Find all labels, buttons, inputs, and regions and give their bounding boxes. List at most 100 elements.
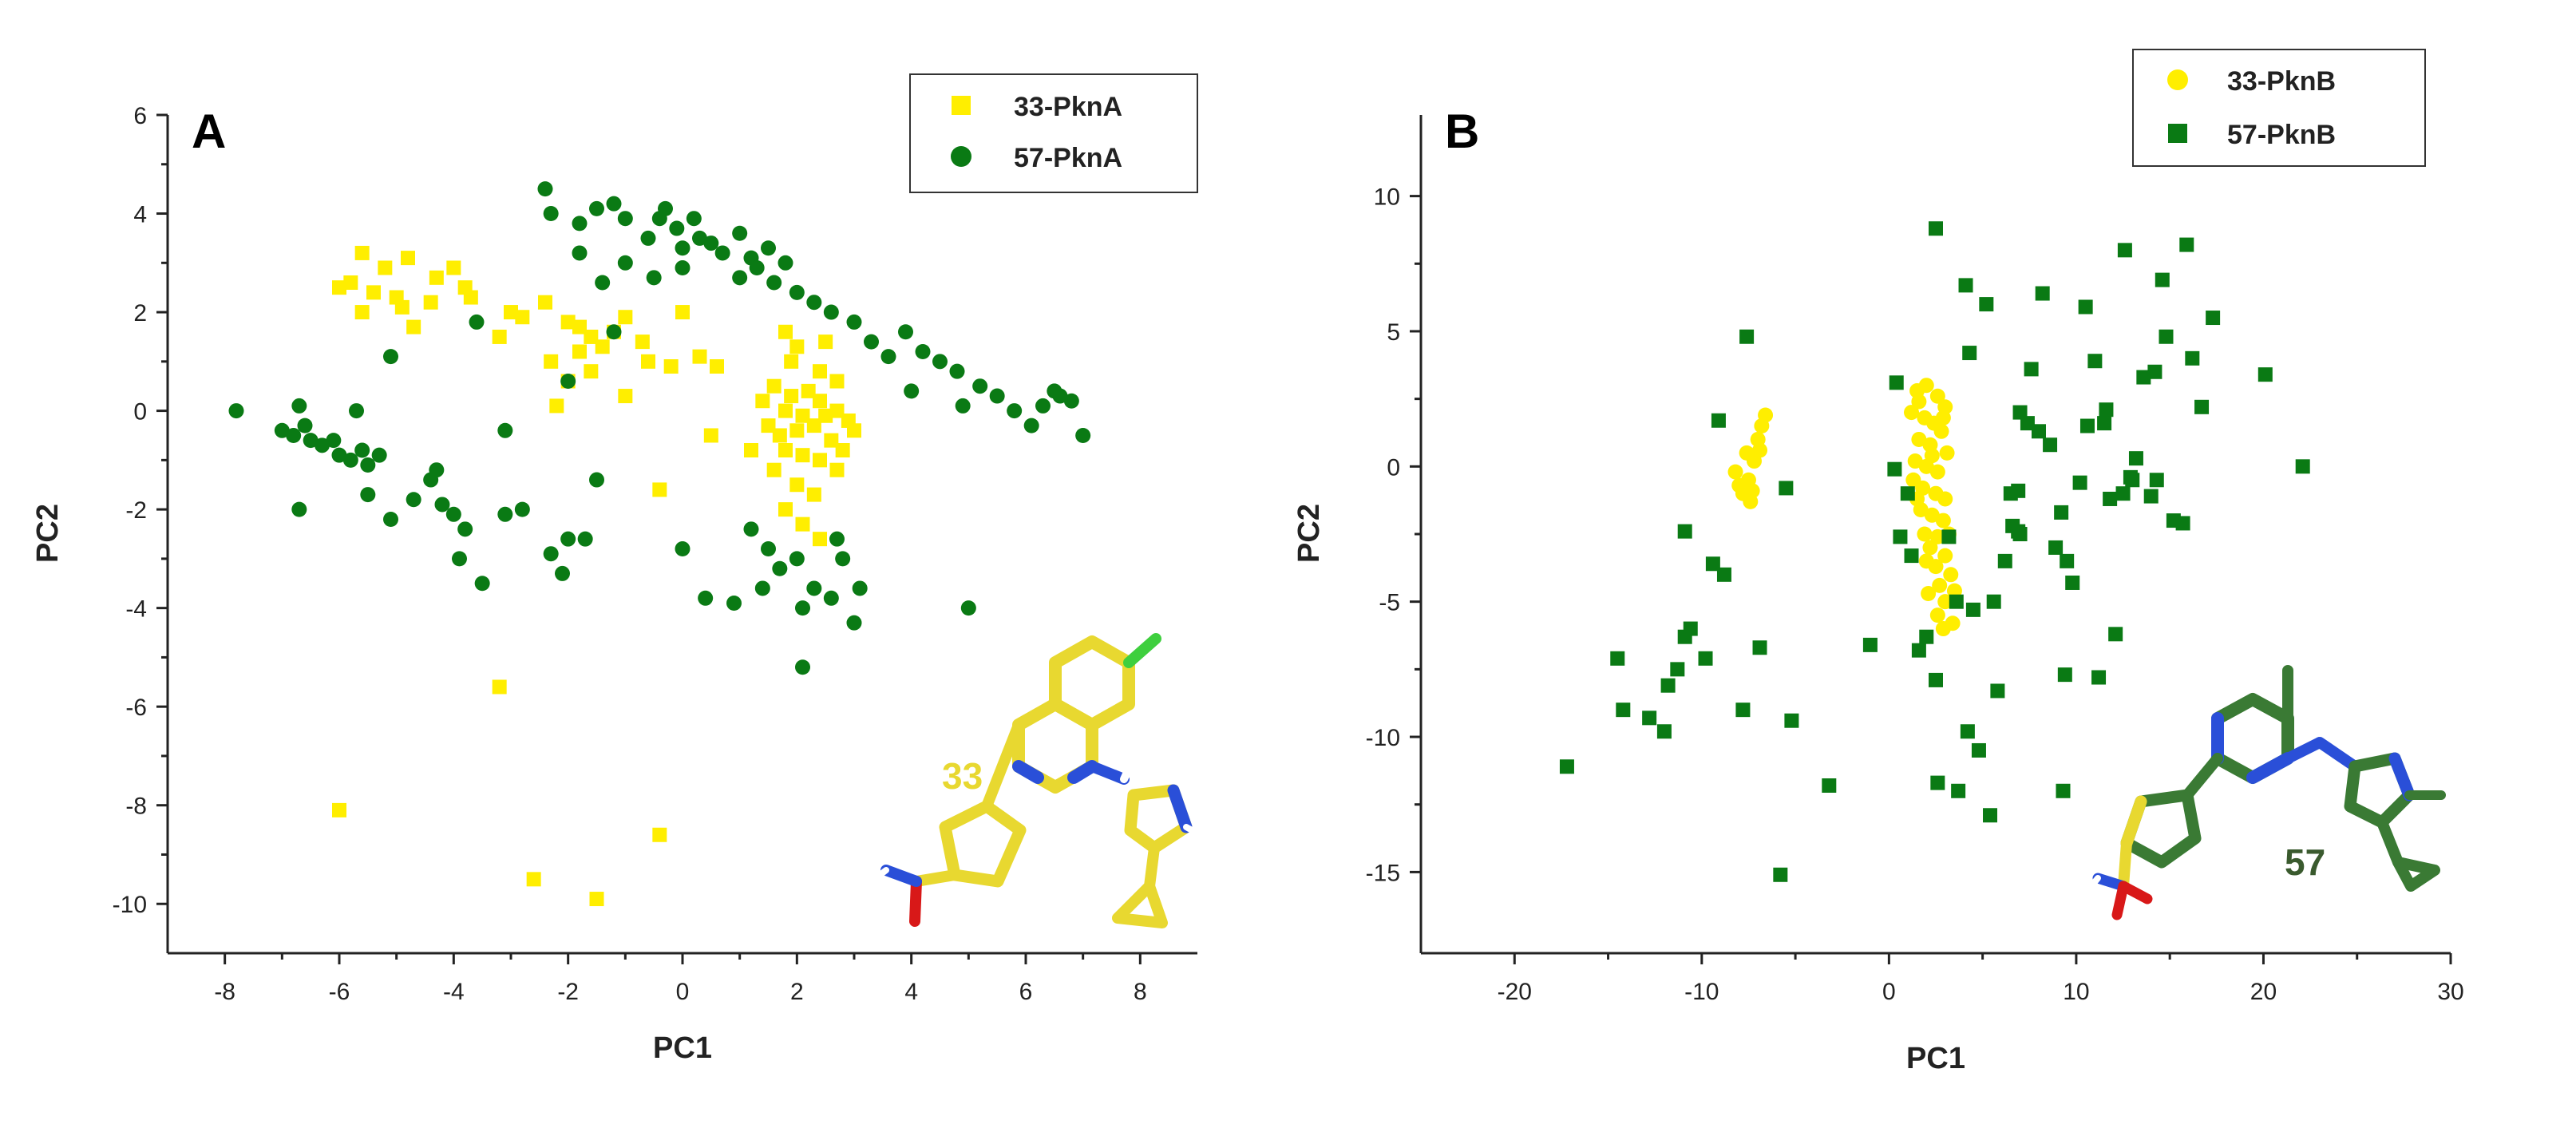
point-33-pkna — [544, 354, 559, 369]
point-57-pkna — [714, 245, 730, 261]
point-57-pkna — [543, 546, 559, 562]
point-57-pkna — [732, 270, 748, 286]
point-57-pkna — [955, 398, 971, 414]
point-33-pkna — [795, 408, 810, 423]
legend-marker-57-pkna — [951, 146, 971, 167]
point-57-pkna — [331, 447, 347, 463]
point-57-pkna — [434, 497, 450, 513]
point-57-pkna — [555, 565, 570, 581]
point-57-pknb — [1900, 486, 1915, 501]
point-33-pknb — [1937, 491, 1953, 507]
point-57-pkna — [497, 422, 513, 438]
panel-a-y-tick-label: 6 — [133, 103, 147, 129]
point-33-pkna — [354, 305, 370, 320]
point-33-pknb — [1727, 464, 1743, 480]
panel-a-x-tick-label: -4 — [443, 979, 465, 1005]
point-57-pknb — [2295, 459, 2310, 474]
point-57-pknb — [1979, 297, 1994, 312]
point-57-pkna — [291, 501, 307, 517]
point-57-pkna — [474, 576, 490, 592]
point-33-pkna — [784, 389, 799, 404]
point-33-pkna — [635, 334, 650, 350]
point-33-pkna — [584, 364, 599, 379]
point-57-pkna — [560, 531, 576, 547]
point-33-pkna — [526, 872, 541, 887]
point-57-pknb — [1983, 808, 1998, 823]
point-57-pknb — [2043, 437, 2058, 453]
panel-b-y-tick-label: -10 — [1366, 725, 1400, 751]
point-33-pkna — [772, 428, 787, 443]
point-57-pkna — [932, 354, 948, 370]
panel-b-y-tick-label: 0 — [1387, 454, 1400, 481]
point-57-pknb — [2056, 783, 2071, 798]
panel-b-x-axis-title: PC1 — [1906, 1042, 1965, 1075]
point-57-pkna — [703, 236, 719, 251]
point-57-pkna — [898, 324, 913, 340]
point-33-pkna — [394, 299, 410, 315]
panel-a-x-tick-label: -6 — [329, 979, 350, 1005]
point-57-pknb — [1616, 703, 1631, 718]
point-57-pkna — [915, 343, 931, 359]
point-57-pknb — [1773, 867, 1788, 882]
point-33-pkna — [366, 285, 381, 300]
point-57-pkna — [429, 462, 445, 478]
point-33-pkna — [818, 408, 833, 423]
point-57-pkna — [732, 225, 748, 241]
point-57-pkna — [315, 437, 330, 453]
point-57-pknb — [2078, 299, 2093, 315]
panel-a-letter: A — [192, 105, 226, 158]
molecule-33-structure — [869, 633, 1204, 928]
point-33-pkna — [829, 462, 845, 477]
point-57-pkna — [754, 580, 770, 596]
panel-a-x-tick-label: 2 — [790, 979, 804, 1005]
panel-b: -20 -10 0 10 20 30 -15 -10 -5 0 5 10 B PC1 PC2 33-P… — [1292, 49, 2464, 1075]
point-57-pkna — [452, 551, 467, 567]
point-57-pknb — [1929, 221, 1943, 236]
point-57-pknb — [1930, 775, 1945, 790]
point-33-pknb — [1929, 608, 1945, 623]
point-57-pknb — [1887, 461, 1902, 477]
point-57-pknb — [2024, 362, 2039, 377]
point-57-pkna — [806, 580, 822, 596]
point-57-pknb — [2206, 311, 2221, 326]
point-33-pkna — [789, 423, 805, 438]
point-57-pknb — [2117, 243, 2132, 258]
point-33-pkna — [789, 477, 805, 493]
point-57-pknb — [2054, 505, 2069, 520]
point-33-pkna — [538, 295, 552, 310]
point-33-pknb — [1937, 594, 1953, 610]
point-33-pkna — [492, 329, 507, 344]
point-57-pknb — [1656, 724, 1672, 739]
panel-b-y-tick-label: 5 — [1387, 319, 1400, 346]
point-57-pknb — [2020, 416, 2035, 431]
point-57-pknb — [1965, 602, 1980, 617]
point-33-pknb — [1939, 445, 1955, 461]
point-33-pkna — [789, 339, 805, 354]
panel-b-y-tick-label: -15 — [1366, 860, 1400, 886]
point-57-pkna — [617, 211, 633, 227]
panel-a-x-tick-label: 4 — [904, 979, 918, 1005]
point-57-pkna — [658, 200, 673, 216]
point-33-pkna — [755, 394, 770, 409]
point-57-pknb — [1997, 553, 2012, 568]
point-33-pkna — [572, 344, 587, 359]
point-57-pkna — [1052, 388, 1068, 404]
point-33-pknb — [1739, 445, 1755, 461]
point-33-pkna — [761, 418, 776, 433]
point-57-pknb — [1862, 637, 1878, 652]
point-33-pkna — [332, 802, 346, 817]
point-33-pkna — [401, 251, 415, 266]
panel-a-y-tick-label: -8 — [125, 794, 147, 820]
panel-b-letter: B — [1445, 105, 1479, 158]
point-57-pkna — [1063, 393, 1079, 409]
point-33-pknb — [1917, 526, 1933, 542]
point-57-pkna — [360, 487, 376, 503]
point-57-pknb — [2115, 486, 2131, 501]
legend-label-57-pkna: 57-PknA — [1014, 143, 1122, 173]
point-57-pkna — [1007, 403, 1023, 419]
point-33-pknb — [1911, 394, 1927, 410]
point-33-pkna — [795, 517, 810, 532]
point-33-pkna — [595, 339, 610, 354]
point-57-pknb — [1962, 346, 1977, 361]
panel-b-y-axis-title: PC2 — [1292, 504, 1326, 563]
